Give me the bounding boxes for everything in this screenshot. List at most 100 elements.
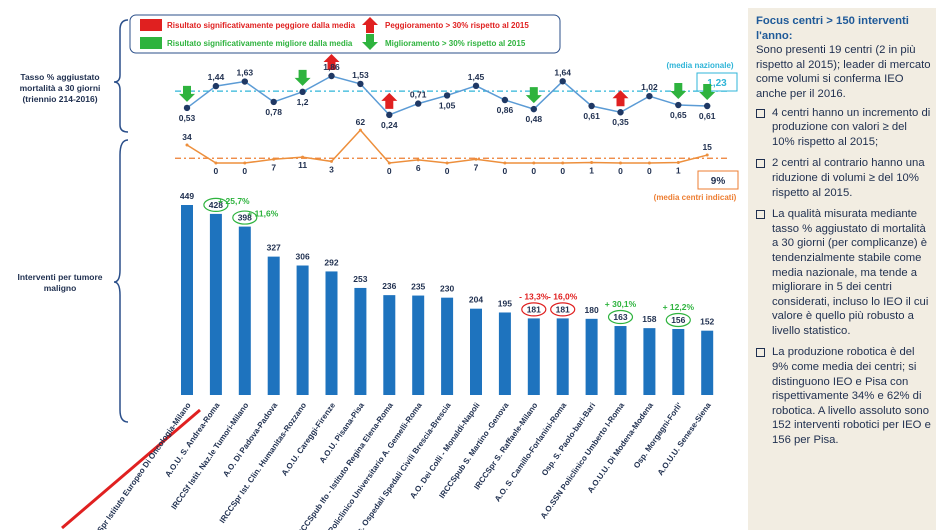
- value-label: 0,53: [179, 113, 196, 123]
- point: [183, 104, 191, 112]
- bar: [354, 287, 367, 395]
- bar: [470, 308, 482, 395]
- point: [185, 143, 189, 147]
- bar: [527, 318, 540, 395]
- point: [676, 160, 680, 164]
- arrow-down: [525, 87, 542, 104]
- bar: [498, 312, 511, 395]
- point: [474, 157, 478, 161]
- bar: [701, 330, 714, 395]
- highlight-underline: [61, 408, 201, 530]
- point: [270, 98, 277, 106]
- arrow-down: [179, 85, 195, 102]
- change-label: + 30,1%: [605, 299, 637, 309]
- axis-label: Tasso % aggiustato mortalità a 30 giorni…: [19, 72, 101, 104]
- change-label: + 25,7%: [218, 196, 250, 206]
- value-label: 7: [474, 162, 479, 172]
- value-label: 0,86: [497, 105, 514, 115]
- point: [588, 102, 595, 110]
- value-circle: [550, 302, 576, 317]
- point: [387, 161, 391, 165]
- arrow-up: [323, 54, 340, 70]
- value-label: 253: [353, 274, 367, 284]
- value-label: 428: [209, 200, 223, 210]
- x-tick-label: A.O.U. Careggi-Firenze: [280, 401, 338, 478]
- reference-caption: (media centri indicati): [654, 193, 737, 202]
- arrow-down: [699, 84, 716, 100]
- value-label: 6: [416, 163, 421, 173]
- point: [214, 161, 218, 165]
- point: [443, 92, 451, 99]
- legend-swatch: [140, 19, 162, 31]
- value-label: 180: [585, 305, 599, 315]
- bullet: La produzione robotica è del 9% come med…: [756, 345, 932, 447]
- line: [186, 129, 708, 164]
- point: [559, 78, 566, 85]
- bullet: 4 centri hanno un incremento di produzio…: [756, 106, 932, 150]
- legend-label: Risultato significativamente peggiore da…: [167, 21, 356, 30]
- value-label: 204: [469, 295, 483, 305]
- value-label: 0,65: [670, 110, 687, 120]
- value-circle: [607, 309, 634, 325]
- point: [646, 92, 653, 100]
- value-label: 1,44: [208, 72, 225, 82]
- value-circle: [521, 302, 547, 317]
- value-label: 195: [498, 298, 512, 308]
- point: [445, 161, 449, 165]
- point: [561, 161, 565, 165]
- bullet: La qualità misurata mediante tasso % agg…: [756, 207, 932, 338]
- reference-caption: (media nazionale): [666, 61, 733, 70]
- value-label: 1,02: [641, 82, 658, 92]
- arrow-up: [381, 92, 398, 109]
- value-label: 306: [296, 252, 310, 262]
- change-label: + 12,2%: [663, 302, 695, 312]
- value-label: 181: [556, 304, 570, 314]
- value-label: 0: [647, 166, 652, 176]
- value-label: 15: [702, 142, 712, 152]
- arrow-down: [670, 83, 687, 100]
- value-label: 152: [700, 317, 714, 327]
- x-tick-label: A.O. Di Padova-Padova: [221, 401, 279, 479]
- value-label: 1,05: [439, 100, 456, 110]
- value-label: 1,53: [352, 70, 369, 80]
- sidebar-intro: Sono presenti 19 centri (2 in più rispet…: [756, 44, 931, 100]
- point: [647, 161, 651, 165]
- brace: [113, 139, 129, 423]
- sidebar: Focus centri > 150 interventi l'anno: So…: [748, 8, 936, 530]
- bar: [296, 265, 309, 395]
- value-label: 158: [642, 314, 656, 324]
- value-label: 0,61: [699, 111, 716, 121]
- value-label: 0: [242, 166, 247, 176]
- bar: [181, 205, 193, 395]
- bar: [585, 318, 598, 395]
- value-label: 1,45: [468, 72, 485, 82]
- bullet-list: 4 centri hanno un incremento di produzio…: [756, 106, 932, 448]
- bar: [209, 213, 222, 395]
- bar: [325, 271, 338, 395]
- bar: [441, 297, 454, 395]
- arrow-down: [362, 34, 378, 50]
- bar: [672, 328, 685, 395]
- value-label: 0: [618, 166, 623, 176]
- bar: [643, 328, 656, 395]
- point: [705, 153, 709, 157]
- value-label: 0: [503, 166, 508, 176]
- value-label: 7: [271, 162, 276, 172]
- value-label: 156: [671, 315, 685, 325]
- value-label: 230: [440, 284, 454, 294]
- value-label: 1,2: [297, 97, 309, 107]
- value-label: 3: [329, 164, 334, 174]
- point: [386, 111, 393, 119]
- value-label: 163: [613, 312, 627, 322]
- chart: Risultato significativamente peggiore da…: [61, 14, 739, 530]
- point: [330, 159, 333, 163]
- value-label: 1: [676, 165, 681, 175]
- point: [530, 105, 537, 113]
- point: [617, 109, 624, 116]
- value-label: 0: [445, 166, 450, 176]
- value-label: 62: [356, 117, 366, 127]
- legend-label: Peggioramento > 30% rispetto al 2015: [385, 21, 529, 30]
- point: [590, 160, 594, 164]
- x-tick-label: Osp. S. Paolo-bari-Bari: [540, 401, 597, 478]
